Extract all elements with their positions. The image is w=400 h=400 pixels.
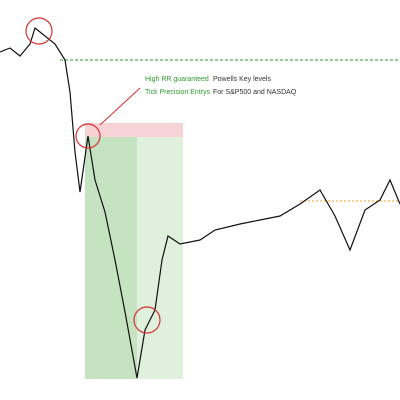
plot — [0, 26, 400, 379]
highlight-circle — [133, 306, 161, 334]
annotation: Tick Precision Entrys — [145, 89, 211, 96]
annotation: Powells Key levels — [213, 76, 271, 83]
filled-zone — [85, 137, 137, 379]
price-line — [0, 26, 400, 379]
stop-zone — [85, 123, 183, 137]
highlight-circle — [75, 123, 101, 149]
highlight-circle — [25, 17, 53, 45]
pointer-line — [99, 87, 141, 126]
annotation: High RR guaranteed — [145, 76, 209, 83]
annotation: For S&P500 and NASDAQ — [213, 89, 297, 96]
